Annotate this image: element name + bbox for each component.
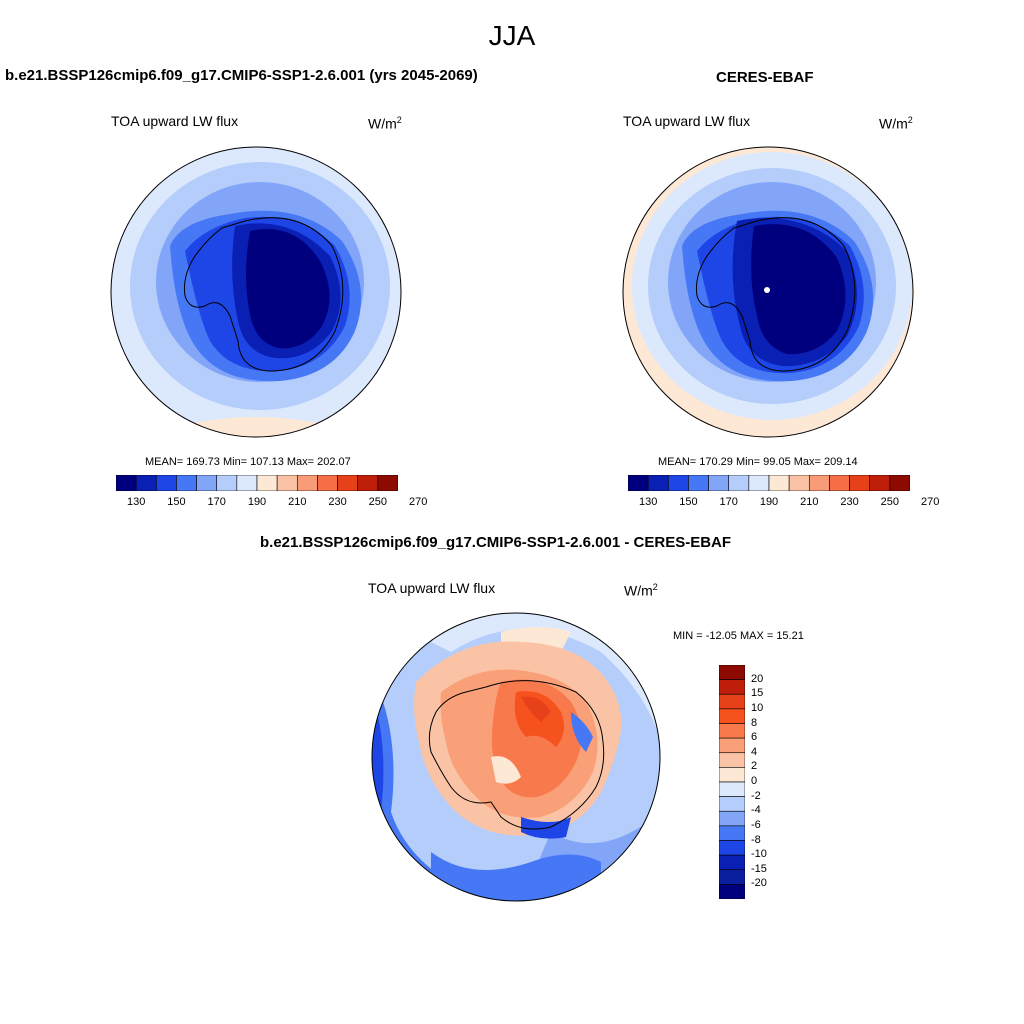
model-colorbar-tick-label: 270 bbox=[408, 496, 428, 508]
obs-colorbar-tick-label: 230 bbox=[840, 496, 859, 508]
model-colorbar-swatch bbox=[216, 475, 238, 491]
diff-colorbar-tick-label: 6 bbox=[751, 731, 758, 744]
diff-polar-map bbox=[371, 612, 661, 902]
obs-colorbar-swatch bbox=[788, 475, 810, 491]
diff-colorbar-tick-label: 8 bbox=[751, 716, 758, 729]
diff-colorbar-tick-label: -4 bbox=[751, 804, 761, 817]
diff-colorbar-swatch bbox=[719, 665, 745, 680]
model-colorbar-tick-label: 190 bbox=[247, 496, 267, 508]
obs-colorbar-swatch bbox=[829, 475, 850, 491]
model-colorbar-swatch bbox=[317, 475, 338, 491]
obs-colorbar-swatch bbox=[647, 475, 669, 491]
diff-colorbar-swatch bbox=[719, 723, 745, 739]
diff-stats: MIN = -12.05 MAX = 15.21 bbox=[673, 630, 804, 642]
obs-stats: MEAN= 170.29 Min= 99.05 Max= 209.14 bbox=[658, 456, 858, 468]
obs-colorbar-swatch bbox=[808, 475, 830, 491]
diff-colorbar-tick-label: 4 bbox=[751, 745, 758, 758]
diff-colorbar-swatch bbox=[719, 679, 745, 695]
model-colorbar-tick-label: 130 bbox=[126, 496, 146, 508]
diff-colorbar-tick-label: 2 bbox=[751, 760, 758, 773]
model-colorbar-tick-label: 210 bbox=[288, 496, 307, 508]
model-colorbar-swatch bbox=[357, 475, 379, 491]
model-colorbar-swatch bbox=[116, 475, 137, 491]
obs-colorbar-swatch bbox=[688, 475, 709, 491]
diff-colorbar-swatch bbox=[719, 737, 745, 754]
diff-colorbar-swatch bbox=[719, 854, 745, 871]
diff-colorbar-swatch bbox=[719, 693, 745, 710]
obs-colorbar-swatch bbox=[708, 475, 730, 491]
model-colorbar-tick-label: 150 bbox=[167, 496, 186, 508]
obs-polar-map bbox=[622, 146, 914, 438]
diff-variable-label: TOA upward LW flux bbox=[368, 580, 496, 596]
obs-colorbar-swatch bbox=[748, 475, 770, 491]
diff-colorbar-swatch bbox=[719, 825, 745, 841]
diff-colorbar-swatch bbox=[719, 884, 745, 899]
model-colorbar-swatch bbox=[155, 475, 177, 491]
obs-panel-title: CERES-EBAF bbox=[716, 69, 814, 86]
model-variable-label: TOA upward LW flux bbox=[111, 113, 239, 129]
diff-colorbar-tick-label: 15 bbox=[751, 687, 764, 700]
obs-colorbar-tick-label: 130 bbox=[638, 496, 658, 508]
model-colorbar-swatch bbox=[135, 475, 157, 491]
diff-colorbar-swatch bbox=[719, 781, 745, 797]
obs-colorbar-swatch bbox=[849, 475, 871, 491]
obs-colorbar-tick-label: 170 bbox=[719, 496, 738, 508]
diff-colorbar-swatch bbox=[719, 767, 745, 783]
diff-colorbar-tick-label: 10 bbox=[751, 701, 764, 714]
diff-colorbar-swatch bbox=[719, 869, 745, 885]
model-units-label: W/m2 bbox=[368, 115, 402, 132]
diff-colorbar-tick-label: -15 bbox=[751, 862, 767, 875]
model-panel-title: b.e21.BSSP126cmip6.f09_g17.CMIP6-SSP1-2.… bbox=[5, 67, 478, 84]
obs-colorbar bbox=[628, 475, 910, 491]
diff-panel-title: b.e21.BSSP126cmip6.f09_g17.CMIP6-SSP1-2.… bbox=[260, 534, 732, 551]
model-colorbar-swatch bbox=[377, 475, 398, 491]
obs-colorbar-swatch bbox=[628, 475, 649, 491]
obs-colorbar-swatch bbox=[667, 475, 689, 491]
diff-colorbar-swatch bbox=[719, 840, 745, 856]
diff-colorbar-tick-label: -10 bbox=[751, 848, 767, 861]
model-colorbar-tick-label: 250 bbox=[368, 496, 388, 508]
model-colorbar-swatch bbox=[296, 475, 318, 491]
obs-colorbar-swatch bbox=[889, 475, 910, 491]
model-colorbar-swatch bbox=[337, 475, 359, 491]
diff-colorbar-tick-label: -6 bbox=[751, 818, 761, 831]
diff-colorbar-swatch bbox=[719, 810, 745, 827]
obs-colorbar-swatch bbox=[768, 475, 790, 491]
diff-colorbar-tick-label: 20 bbox=[751, 672, 764, 685]
diff-colorbar-swatch bbox=[719, 796, 745, 812]
diff-colorbar-tick-label: -2 bbox=[751, 789, 761, 802]
model-colorbar-swatch bbox=[176, 475, 197, 491]
obs-colorbar-tick-label: 150 bbox=[679, 496, 698, 508]
model-stats: MEAN= 169.73 Min= 107.13 Max= 202.07 bbox=[145, 456, 351, 468]
model-colorbar-tick-label: 170 bbox=[207, 496, 226, 508]
obs-colorbar-tick-label: 190 bbox=[759, 496, 779, 508]
obs-colorbar-tick-label: 210 bbox=[800, 496, 819, 508]
diff-colorbar-tick-label: -20 bbox=[751, 877, 767, 890]
diff-colorbar-tick-label: 0 bbox=[751, 775, 758, 787]
model-colorbar bbox=[116, 475, 398, 491]
obs-colorbar-swatch bbox=[869, 475, 891, 491]
figure-title: JJA bbox=[488, 20, 536, 51]
model-polar-map bbox=[110, 146, 402, 438]
diff-colorbar-swatch bbox=[719, 708, 745, 724]
model-colorbar-swatch bbox=[256, 475, 278, 491]
model-colorbar-swatch bbox=[236, 475, 258, 491]
obs-colorbar-tick-label: 270 bbox=[920, 496, 940, 508]
obs-units-label: W/m2 bbox=[879, 115, 913, 132]
model-colorbar-swatch bbox=[196, 475, 218, 491]
obs-colorbar-tick-label: 250 bbox=[880, 496, 900, 508]
diff-units-label: W/m2 bbox=[624, 582, 658, 599]
diff-colorbar bbox=[719, 665, 745, 899]
obs-variable-label: TOA upward LW flux bbox=[623, 113, 751, 129]
diff-colorbar-swatch bbox=[719, 752, 745, 768]
model-colorbar-tick-label: 230 bbox=[328, 496, 347, 508]
obs-colorbar-swatch bbox=[728, 475, 750, 491]
diff-colorbar-tick-label: -8 bbox=[751, 833, 761, 846]
model-colorbar-swatch bbox=[276, 475, 298, 491]
